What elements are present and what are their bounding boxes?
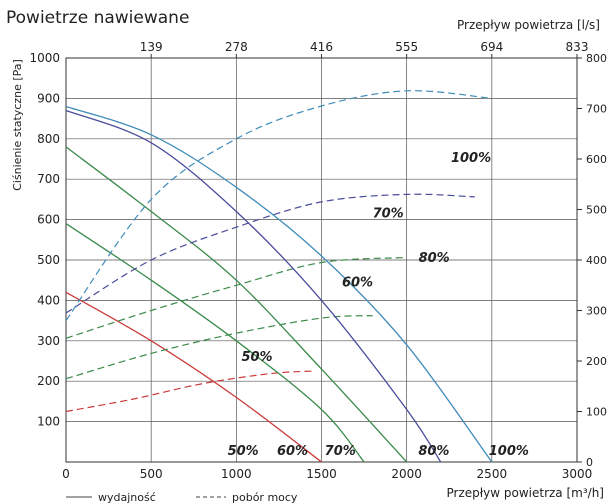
bottom-label-70: 70% bbox=[325, 444, 356, 459]
y2-tick-label: 500 bbox=[586, 204, 607, 217]
pressure-curve-100 bbox=[65, 105, 493, 463]
bottom-label-80: 80% bbox=[418, 444, 449, 459]
y-tick-label: 300 bbox=[37, 334, 60, 348]
y2-tick-label: 0 bbox=[586, 456, 593, 469]
pressure-curve-60 bbox=[65, 223, 365, 463]
y2-tick-label: 200 bbox=[586, 355, 607, 368]
legend: wydajność pobór mocy bbox=[66, 491, 298, 504]
y-tick-label: 400 bbox=[37, 293, 60, 307]
y2-tick-label: 100 bbox=[586, 406, 607, 419]
y-tick-label: 800 bbox=[37, 132, 60, 146]
x2-tick-label: 555 bbox=[395, 40, 418, 54]
y-tick-label: 100 bbox=[37, 415, 60, 429]
chart-title: Powietrze nawiewane bbox=[6, 8, 189, 28]
y-tick-label: 1000 bbox=[29, 51, 60, 65]
x-tick-label: 3000 bbox=[562, 467, 593, 481]
x-tick-label: 1000 bbox=[221, 467, 252, 481]
legend-dashed-label: pobór mocy bbox=[232, 491, 298, 504]
pressure-curve-80 bbox=[65, 109, 442, 463]
power-curve-60 bbox=[65, 315, 373, 380]
y2-tick-label: 400 bbox=[586, 254, 607, 267]
y2-tick-label: 300 bbox=[586, 305, 607, 318]
curve-label-80: 80% bbox=[419, 251, 450, 266]
x-tick-label: 0 bbox=[62, 467, 70, 481]
x2-axis-label: Przepływ powietrza [l/s] bbox=[457, 18, 600, 32]
curve-label-100: 100% bbox=[451, 151, 491, 166]
power-curve-50 bbox=[65, 370, 314, 413]
curve-label-50: 50% bbox=[241, 350, 272, 365]
x2-tick-label: 139 bbox=[140, 40, 163, 54]
pressure-curve-70 bbox=[65, 146, 408, 463]
legend-solid-label: wydajność bbox=[98, 491, 156, 504]
series-layer bbox=[65, 90, 493, 463]
y2-tick-label: 800 bbox=[586, 52, 607, 65]
curve-label-70: 70% bbox=[373, 207, 404, 222]
power-curve-80 bbox=[65, 193, 475, 314]
x2-tick-label: 416 bbox=[310, 40, 333, 54]
x-tick-label: 2500 bbox=[477, 467, 508, 481]
labels-layer: 50% 60% 70% 80% 100% 50% 60% 70% 80% 100% bbox=[228, 151, 529, 459]
y-tick-label: 600 bbox=[37, 213, 60, 227]
x2-tick-label: 694 bbox=[480, 40, 503, 54]
pressure-curve-50 bbox=[65, 291, 322, 463]
y-tick-label: 200 bbox=[37, 374, 60, 388]
x2-tick-label: 833 bbox=[566, 40, 589, 54]
y-tick-label: 900 bbox=[37, 91, 60, 105]
x-tick-label: 1500 bbox=[306, 467, 337, 481]
y2-tick-label: 700 bbox=[586, 103, 607, 116]
power-curve-100 bbox=[65, 90, 492, 321]
x2-tick-label: 278 bbox=[225, 40, 248, 54]
grid bbox=[66, 57, 577, 462]
y-tick-label: 700 bbox=[37, 172, 60, 186]
power-curve-70 bbox=[65, 256, 407, 339]
bottom-label-100: 100% bbox=[489, 444, 529, 459]
y2-tick-label: 600 bbox=[586, 153, 607, 166]
bottom-label-50: 50% bbox=[228, 444, 259, 459]
curve-label-60: 60% bbox=[342, 275, 373, 290]
x-tick-label: 500 bbox=[140, 467, 163, 481]
y-tick-label: 500 bbox=[37, 253, 60, 267]
y-axis-label: Ciśnienie statyczne [Pa] bbox=[11, 59, 24, 191]
bottom-label-60: 60% bbox=[277, 444, 308, 459]
x-axis-label: Przepływ powietrza [m³/h] bbox=[446, 486, 604, 500]
x-tick-label: 2000 bbox=[391, 467, 422, 481]
